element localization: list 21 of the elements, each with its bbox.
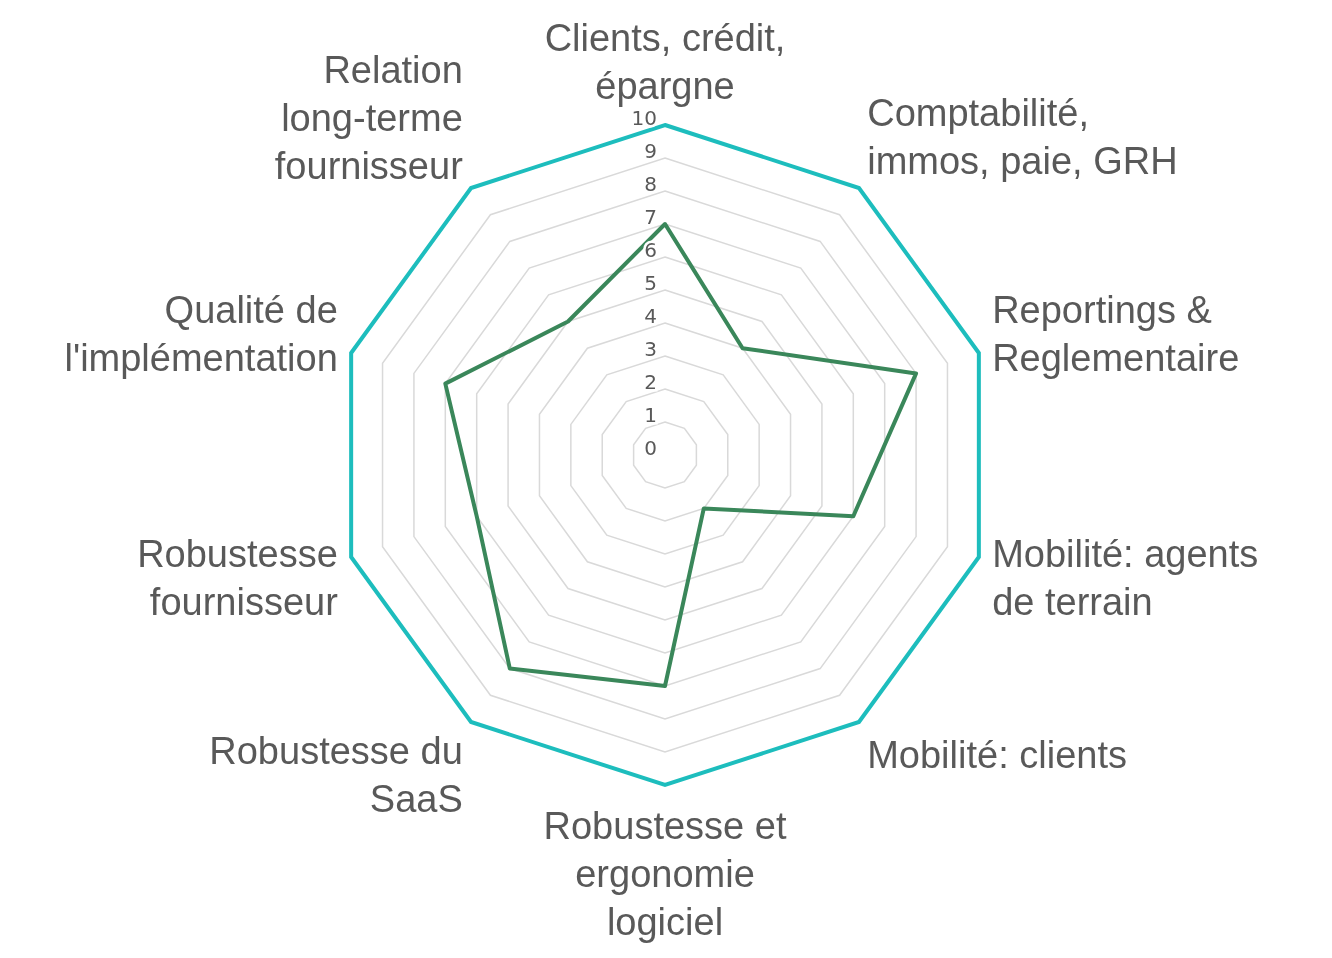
y-tick-label: 1	[644, 403, 657, 427]
spoke-label: Clients, crédit, épargne	[544, 17, 786, 107]
y-tick-label: 6	[644, 238, 657, 262]
y-tick-label: 9	[644, 139, 657, 163]
y-tick-label: 4	[644, 304, 657, 328]
y-tick-label: 0	[644, 436, 657, 460]
spoke-label: Robustesse fournisseur	[137, 532, 339, 623]
spoke-label: Mobilité: clients	[867, 734, 1127, 777]
spoke-label: Mobilité: agents de terrain	[992, 532, 1259, 623]
spoke-label: Reportings & Reglementaire	[992, 289, 1240, 380]
spoke-label: Robustesse du SaaS	[209, 729, 463, 820]
y-tick-label: 10	[631, 106, 657, 130]
spoke-label: Qualité de l'implémentation	[64, 289, 338, 380]
y-tick-label: 3	[644, 337, 657, 361]
y-tick-label: 2	[644, 370, 657, 394]
y-tick-label: 5	[644, 271, 657, 295]
spoke-label: Comptabilité, immos, paie, GRH	[867, 92, 1178, 183]
spoke-label: Robustesse et ergonomie logiciel	[543, 805, 787, 943]
y-tick-label: 7	[644, 205, 657, 229]
spoke-label: Relation long-terme fournisseur	[274, 48, 464, 187]
y-tick-label: 8	[644, 172, 657, 196]
